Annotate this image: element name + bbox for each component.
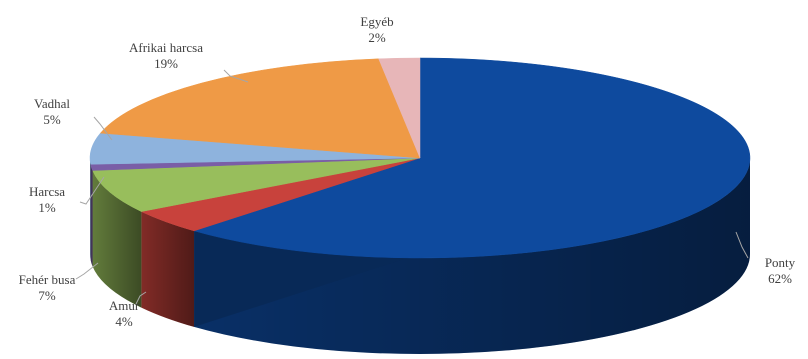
pct-egyeb: 2% xyxy=(368,30,386,45)
pct-ponty: 62% xyxy=(768,271,792,286)
pct-vadhal: 5% xyxy=(43,112,61,127)
leader-ponty xyxy=(735,231,749,259)
label-feher-busa: Fehér busa xyxy=(19,272,76,287)
side-shade-amur xyxy=(141,211,195,327)
leader-amur xyxy=(135,291,147,305)
side-shade-ponty xyxy=(194,158,751,355)
label-harcsa: Harcsa xyxy=(29,184,65,199)
pct-amur: 4% xyxy=(115,314,133,329)
leader-feher-busa xyxy=(75,262,99,280)
leader-lines xyxy=(75,69,749,305)
leader-afrikai-harcsa xyxy=(223,69,249,83)
side-shade-harcsa xyxy=(90,164,93,267)
pct-afrikai-harcsa: 19% xyxy=(154,56,178,71)
slice-egyeb xyxy=(378,57,421,159)
label-ponty: Ponty xyxy=(765,255,796,270)
leader-vadhal xyxy=(93,116,113,141)
label-egyeb: Egyéb xyxy=(360,14,393,29)
pct-feher-busa: 7% xyxy=(38,288,56,303)
pie-tops xyxy=(89,57,751,259)
label-afrikai-harcsa: Afrikai harcsa xyxy=(129,40,203,55)
slice-afrikai-harcsa xyxy=(99,58,421,159)
slice-feher-busa xyxy=(92,157,421,212)
label-amur: Amur xyxy=(109,298,140,313)
slice-ponty xyxy=(193,57,751,259)
label-vadhal: Vadhal xyxy=(34,96,70,111)
side-shade-feher-busa xyxy=(92,170,142,308)
leader-harcsa xyxy=(79,176,105,205)
pct-harcsa: 1% xyxy=(38,200,56,215)
side-shade-vadhal xyxy=(90,158,91,261)
